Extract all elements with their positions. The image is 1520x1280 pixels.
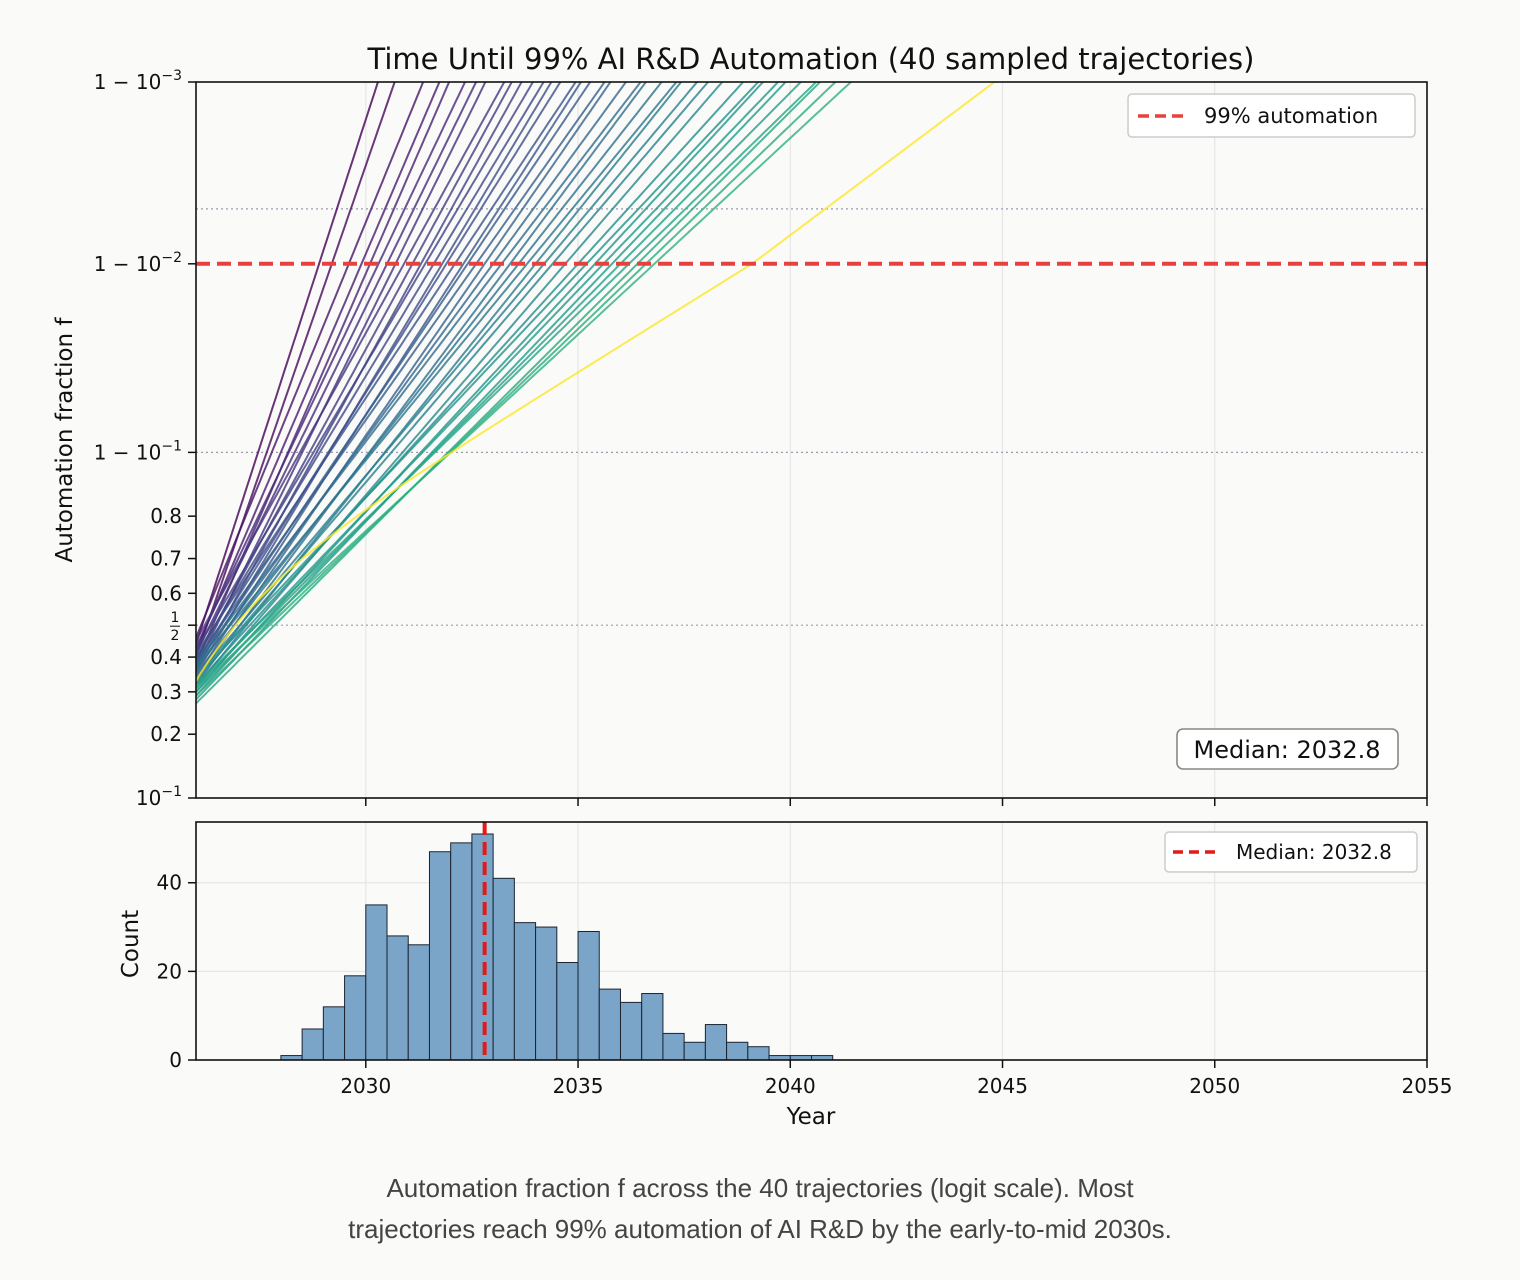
histogram-bar <box>662 1032 685 1061</box>
histogram-bar <box>365 904 388 1061</box>
trajectory-line <box>196 82 837 697</box>
x-tick-label: 2045 <box>977 1074 1028 1098</box>
histogram-bar <box>407 944 430 1061</box>
trajectory-line <box>196 82 592 668</box>
histogram-bars <box>280 833 834 1061</box>
trajectory-line <box>196 82 441 651</box>
trajectory-line <box>196 82 467 648</box>
trajectory-line <box>196 82 612 682</box>
bottom-y-tick-label: 20 <box>157 959 182 983</box>
x-axis-label: Year <box>786 1104 836 1130</box>
histogram-bar <box>577 930 600 1061</box>
histogram-bar <box>726 1041 749 1061</box>
bottom-y-tick-label: 40 <box>157 871 182 895</box>
histogram-bar <box>556 962 579 1061</box>
x-tick-label: 2055 <box>1402 1074 1453 1098</box>
top-y-tick-label: 10−1 <box>136 784 182 810</box>
x-tick-label: 2030 <box>340 1074 391 1098</box>
trajectory-line <box>196 82 648 686</box>
median-box: Median: 2032.8 <box>1176 728 1399 770</box>
histogram-bar <box>471 833 494 1061</box>
trajectory-line <box>196 82 562 665</box>
top-y-axis-label: Automation fraction f <box>52 317 78 563</box>
trajectory-line <box>196 82 780 689</box>
histogram-bar <box>683 1041 706 1061</box>
x-tick-label: 2050 <box>1189 1074 1240 1098</box>
top-y-tick-label: 0.3 <box>150 680 182 704</box>
top-y-tick-label: 0.4 <box>150 645 182 669</box>
trajectory-line <box>196 82 545 658</box>
top-y-tick-label: 2 <box>171 628 180 644</box>
histogram-bar <box>344 975 367 1061</box>
x-tick-label: 2035 <box>553 1074 604 1098</box>
trajectory-line <box>196 82 760 679</box>
trajectory-line <box>196 82 628 671</box>
top-y-tick-label: 0.2 <box>150 722 182 746</box>
top-y-tick-label: 1 <box>171 610 180 626</box>
top-y-tick-label: 1 − 10−3 <box>94 68 182 94</box>
trajectory-line <box>196 82 478 655</box>
histogram-bar <box>513 922 537 1061</box>
trajectory-line <box>196 82 678 668</box>
trajectory-line <box>196 82 642 665</box>
chart-title: Time Until 99% AI R&D Automation (40 sam… <box>367 42 1255 76</box>
top-y-tick-label: 0.6 <box>150 581 182 605</box>
histogram-bar <box>747 1046 770 1061</box>
legend-threshold-label: 99% automation <box>1204 104 1378 128</box>
x-tick-label: 2040 <box>765 1074 816 1098</box>
top-y-tick-label: 0.7 <box>150 547 182 571</box>
trajectory-line <box>196 82 818 686</box>
bottom-y-tick-label: 0 <box>169 1048 182 1072</box>
histogram-bar <box>641 993 664 1061</box>
bottom-y-axis-ticks: 0 20 40 <box>157 871 196 1072</box>
trajectory-line <box>196 82 506 642</box>
trajectory-line <box>196 82 606 661</box>
histogram-bar <box>619 1001 643 1061</box>
trajectory-line <box>196 82 663 675</box>
trajectory-line <box>196 82 577 655</box>
trajectory-line <box>196 82 710 682</box>
histogram-bar <box>492 877 515 1061</box>
trajectory-lines <box>196 82 997 705</box>
histogram-bar <box>535 926 558 1061</box>
figure-caption: Automation fraction f across the 40 traj… <box>160 1168 1360 1250</box>
histogram-bar <box>598 988 621 1061</box>
histogram-bar <box>386 935 409 1061</box>
trajectory-line <box>196 82 379 645</box>
median-box-label: Median: 2032.8 <box>1194 736 1381 764</box>
trajectory-line <box>196 82 425 639</box>
figure: Time Until 99% AI R&D Automation (40 sam… <box>52 42 1452 1130</box>
trajectory-line <box>196 82 535 652</box>
trajectory-line <box>196 82 822 705</box>
caption-line-1: Automation fraction f across the 40 traj… <box>386 1173 1134 1203</box>
top-plot-frame <box>195 81 1428 799</box>
legend-median-label: Median: 2032.8 <box>1236 840 1392 864</box>
histogram-bar <box>301 1028 324 1061</box>
bottom-y-axis-label: Count <box>118 910 144 978</box>
histogram-bar <box>704 1024 728 1061</box>
bottom-legend: Median: 2032.8 <box>1164 831 1418 873</box>
bottom-x-axis-ticks: 2030 2035 2040 2045 2050 2055 <box>340 1060 1452 1098</box>
trajectory-line <box>196 82 513 661</box>
histogram-bar <box>450 842 473 1061</box>
trajectory-line <box>196 82 724 693</box>
caption-line-2: trajectories reach 99% automation of AI … <box>348 1214 1172 1244</box>
trajectory-line <box>196 82 396 658</box>
top-y-tick-label: 1 − 10−2 <box>94 250 182 276</box>
top-y-axis-ticks: 1 − 10−3 1 − 10−2 1 − 10−1 0.8 0.7 0.6 1 20.4 0.… <box>94 68 196 810</box>
top-y-tick-label: 0.8 <box>150 504 182 528</box>
histogram-bar <box>428 851 452 1061</box>
top-y-tick-label: 1 − 10−1 <box>94 438 182 464</box>
bottom-plot-frame <box>195 821 1428 1061</box>
trajectory-line <box>196 82 745 686</box>
histogram-bar <box>322 1006 346 1061</box>
top-legend: 99% automation <box>1127 93 1416 138</box>
top-x-axis-ticks <box>365 798 1428 806</box>
trajectory-line <box>196 82 853 689</box>
trajectory-line <box>196 82 803 693</box>
trajectory-line <box>196 82 997 682</box>
